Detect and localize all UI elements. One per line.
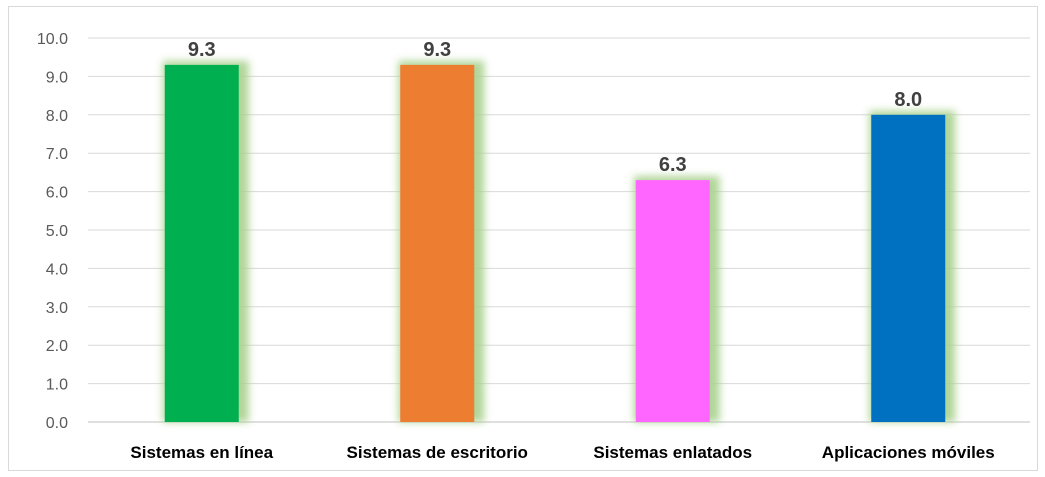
y-tick-label: 4.0 xyxy=(46,261,68,278)
data-label: 6.3 xyxy=(659,154,687,176)
data-label: 9.3 xyxy=(423,39,451,61)
category-label: Aplicaciones móviles xyxy=(822,443,995,462)
y-tick-label: 2.0 xyxy=(46,338,68,355)
data-label: 8.0 xyxy=(894,89,922,111)
bar xyxy=(164,64,239,422)
bar xyxy=(871,114,946,423)
y-tick-label: 10.0 xyxy=(37,31,68,48)
y-tick-label: 0.0 xyxy=(46,415,68,432)
y-axis-ticks: 0.0 1.0 2.0 3.0 4.0 5.0 6.0 7.0 8.0 9.0 10.0 xyxy=(37,31,68,432)
x-axis-categories: Sistemas en línea Sistemas de escritorio S… xyxy=(130,443,994,462)
bar xyxy=(635,180,710,422)
y-tick-label: 6.0 xyxy=(46,185,68,202)
y-tick-label: 7.0 xyxy=(46,146,68,163)
bars xyxy=(164,64,946,423)
y-tick-label: 8.0 xyxy=(46,108,68,125)
category-label: Sistemas en línea xyxy=(130,443,273,462)
data-label: 9.3 xyxy=(188,39,216,61)
y-tick-label: 5.0 xyxy=(46,223,68,240)
y-tick-label: 1.0 xyxy=(46,377,68,394)
y-tick-label: 9.0 xyxy=(46,69,68,86)
data-labels: 9.3 9.3 6.3 8.0 xyxy=(188,39,922,176)
category-label: Sistemas enlatados xyxy=(593,443,752,462)
y-tick-label: 3.0 xyxy=(46,300,68,317)
bar xyxy=(400,64,475,422)
category-label: Sistemas de escritorio xyxy=(347,443,528,462)
